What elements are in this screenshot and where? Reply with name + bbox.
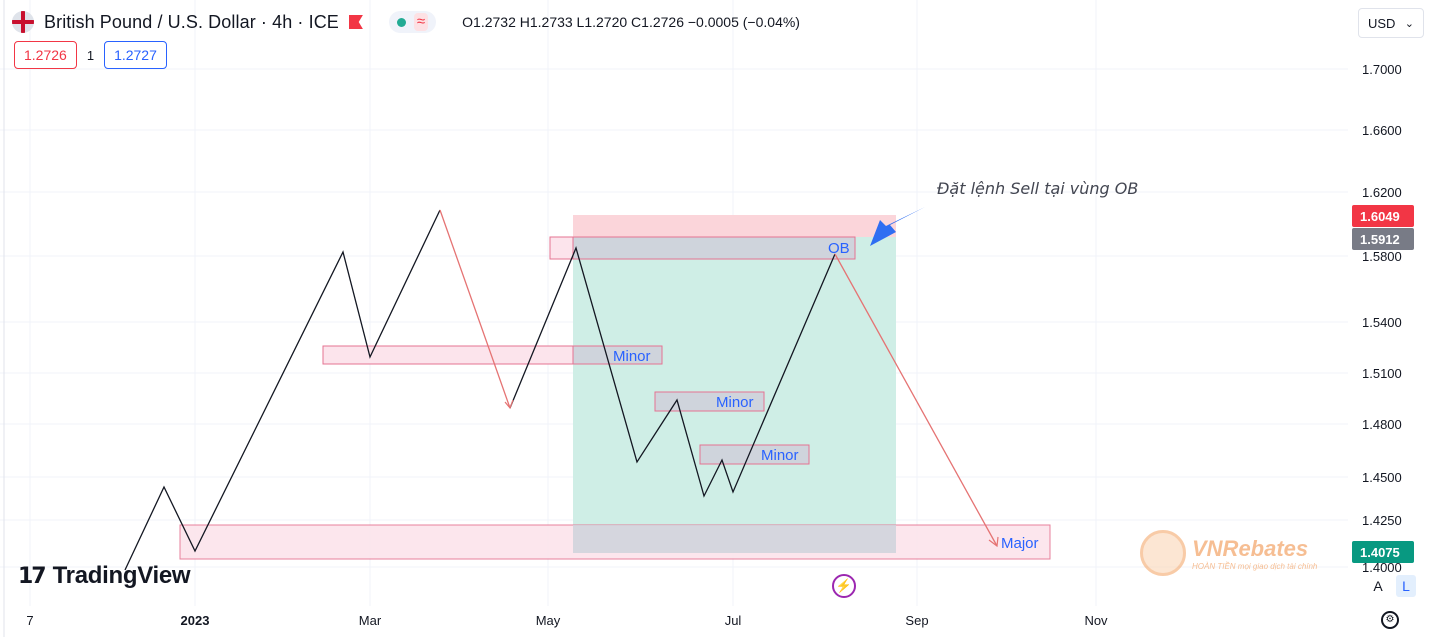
- sell-projection: [834, 253, 998, 547]
- major-zone-overlap: [573, 525, 896, 553]
- trade-panel: 1.2726 1 1.2727: [14, 41, 167, 69]
- price-label-text: 1.4075: [1360, 545, 1400, 560]
- minor-label-2: Minor: [716, 394, 754, 411]
- market-open-icon: [396, 17, 406, 27]
- x-tick-label: Nov: [1084, 613, 1108, 628]
- buy-price-button[interactable]: 1.2727: [104, 41, 167, 69]
- log-scale-button[interactable]: L: [1396, 575, 1416, 597]
- price-label-text: 1.6049: [1360, 209, 1400, 224]
- price-path-2: [509, 246, 836, 498]
- spread-value: 1: [86, 47, 95, 63]
- vnrebates-emblem-icon: [1140, 530, 1186, 576]
- stop-loss-area: [573, 215, 896, 237]
- ohlc-values: O1.2732 H1.2733 L1.2720 C1.2726 −0.0005 …: [462, 14, 800, 30]
- market-status[interactable]: ≈: [388, 11, 437, 33]
- minor-zone-3: [699, 444, 810, 465]
- price-label-tag: [1352, 228, 1414, 250]
- price-label-text: 1.5912: [1360, 232, 1400, 247]
- price-label-tag: [1352, 541, 1414, 563]
- vnrebates-name: VNRebates: [1192, 535, 1309, 561]
- bolt-icon[interactable]: ⚡: [832, 574, 856, 598]
- sell-leg-1: [439, 209, 511, 409]
- y-tick-label: 1.4250: [1362, 513, 1402, 528]
- y-tick-label: 1.5100: [1362, 366, 1402, 381]
- flag-marker-icon[interactable]: [349, 15, 363, 29]
- x-tick-label: May: [536, 613, 561, 628]
- x-tick-label: 2023: [181, 613, 210, 628]
- y-tick-label: 1.4500: [1362, 470, 1402, 485]
- x-tick-label: Jul: [725, 613, 742, 628]
- y-tick-label: 1.5800: [1362, 249, 1402, 264]
- sell-projection-arrowhead: [988, 536, 999, 548]
- symbol-title[interactable]: British Pound / U.S. Dollar · 4h · ICE: [44, 11, 339, 32]
- y-tick-label: 1.4000: [1362, 560, 1402, 575]
- currency-label: USD: [1368, 15, 1396, 31]
- tradingview-logo[interactable]: 17 TradingView: [18, 562, 191, 590]
- minor-zone-1-overlap: [572, 345, 663, 365]
- wave-icon: ≈: [413, 13, 429, 31]
- y-tick-label: 1.5400: [1362, 315, 1402, 330]
- minor-zone-2: [654, 391, 765, 412]
- price-label-tag: [1352, 205, 1414, 227]
- chevron-down-icon: ⌄: [1404, 17, 1414, 30]
- annotation-arrow-icon: [870, 207, 925, 246]
- sell-price-button[interactable]: 1.2726: [14, 41, 77, 69]
- minor-label-1: Minor: [613, 348, 651, 365]
- x-tick-label: 7: [26, 613, 33, 628]
- x-tick-label: Mar: [359, 613, 382, 628]
- price-path-1: [124, 209, 441, 571]
- x-tick-label: Sep: [905, 613, 928, 628]
- major-label: Major: [1001, 535, 1039, 552]
- minor-label-3: Minor: [761, 447, 799, 464]
- sell-annotation: Đặt lệnh Sell tại vùng OB: [937, 179, 1138, 198]
- currency-select[interactable]: USD ⌄: [1358, 8, 1424, 38]
- y-tick-label: 1.4800: [1362, 417, 1402, 432]
- y-tick-label: 1.6600: [1362, 123, 1402, 138]
- minor-zone-1: [322, 345, 574, 365]
- ob-label: OB: [828, 240, 850, 257]
- chart-header: British Pound / U.S. Dollar · 4h · ICE ≈…: [12, 8, 800, 36]
- gear-icon[interactable]: ⚙: [1381, 611, 1399, 629]
- uk-flag-icon: [12, 11, 34, 33]
- vnrebates-tagline: HOÀN TIỀN mọi giao dịch tài chính: [1192, 561, 1318, 571]
- vnrebates-watermark: VNRebates HOÀN TIỀN mọi giao dịch tài ch…: [1140, 530, 1317, 576]
- sell-leg-1-arrowhead: [504, 399, 514, 410]
- ob-zone: [572, 236, 856, 260]
- y-tick-label: 1.7000: [1362, 62, 1402, 77]
- auto-scale-button[interactable]: A: [1373, 578, 1383, 594]
- ob-zone-left: [549, 236, 574, 260]
- tradingview-mark-icon: 17: [18, 563, 47, 589]
- y-tick-label: 1.6200: [1362, 185, 1402, 200]
- tradingview-wordmark: TradingView: [52, 562, 191, 589]
